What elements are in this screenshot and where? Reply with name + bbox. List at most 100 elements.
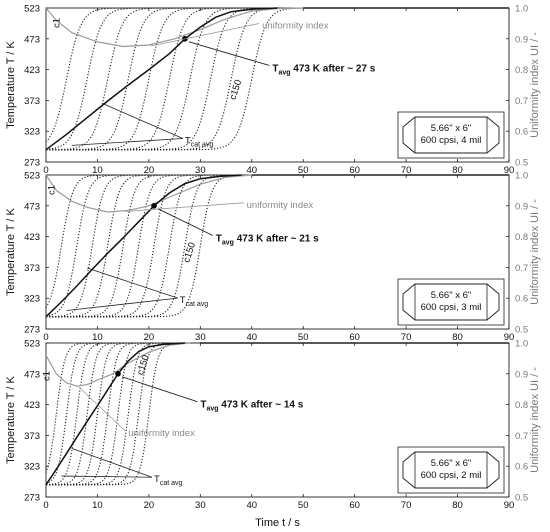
x-tick-label: 20 — [144, 332, 155, 343]
tcat-pointer-2 — [66, 297, 178, 311]
label-c150: c150 — [135, 354, 152, 377]
x-tick-label: 50 — [298, 165, 309, 176]
y2-tick-label: 0.5 — [515, 158, 528, 169]
y-tick-label: 523 — [24, 339, 40, 350]
x-tick-label: 30 — [195, 165, 206, 176]
cell-curve-10 — [46, 174, 355, 318]
x-tick-label: 0 — [43, 165, 48, 176]
label-tcat-avg: Tcat avg — [185, 136, 213, 149]
inset-box — [397, 111, 505, 159]
y2-tick-label: 0.8 — [515, 65, 528, 76]
tcat-pointer-1 — [71, 447, 153, 478]
y2-tick-label: 0.7 — [515, 263, 528, 274]
x-tick-label: 70 — [401, 165, 412, 176]
x-tick-label: 40 — [246, 500, 257, 511]
cell-curve-7 — [46, 174, 355, 318]
cell-curve-4 — [46, 174, 355, 318]
y-tick-label: 423 — [24, 400, 40, 411]
cell-curve-4 — [46, 7, 355, 151]
tavg-pointer — [121, 376, 198, 403]
inset-spec: 600 cpsi, 2 mil — [421, 470, 482, 481]
x-tick-label: 80 — [452, 500, 463, 511]
y-tick-label: 423 — [24, 65, 40, 76]
y2-tick-label: 0.5 — [515, 325, 528, 336]
uniformity-index-line — [45, 7, 304, 48]
x-tick-label: 40 — [246, 165, 257, 176]
x-tick-label: 90 — [504, 332, 515, 343]
y-axis-title: Temperature T / K — [5, 376, 17, 464]
y2-tick-label: 0.6 — [515, 294, 528, 305]
tavg-marker — [115, 371, 121, 377]
label-uniformity-index: uniformity index — [247, 200, 314, 211]
tavg-line — [45, 7, 278, 151]
y-tick-label: 523 — [24, 4, 40, 15]
y-tick-label: 323 — [24, 127, 40, 138]
y-tick-label: 473 — [24, 201, 40, 212]
label-tavg: Tavg 473 K after ~ 14 s — [200, 400, 303, 413]
y2-axis-title: Uniformity index UI / - — [529, 32, 541, 138]
x-tick-label: 20 — [144, 500, 155, 511]
inset-catalyst: 5.66" x 6"600 cpsi, 2 mil — [397, 446, 505, 494]
y-tick-label: 323 — [24, 462, 40, 473]
y2-axis-title: Uniformity index UI / - — [529, 199, 541, 305]
label-uniformity-index: uniformity index — [128, 428, 195, 439]
y-tick-label: 373 — [24, 263, 40, 274]
x-tick-label: 80 — [452, 165, 463, 176]
y2-tick-label: 1.0 — [515, 4, 528, 15]
uniformity-index-line — [45, 342, 191, 387]
y-axis-title: Temperature T / K — [5, 41, 17, 129]
y-tick-label: 473 — [24, 34, 40, 45]
x-tick-label: 70 — [401, 500, 412, 511]
inset-box — [397, 278, 505, 326]
cell-curve-6 — [46, 174, 355, 318]
cell-curve-8 — [46, 174, 355, 318]
y-tick-label: 373 — [24, 431, 40, 442]
y2-tick-label: 0.7 — [515, 431, 528, 442]
x-tick-label: 60 — [349, 500, 360, 511]
x-tick-label: 20 — [144, 165, 155, 176]
x-tick-label: 0 — [43, 332, 48, 343]
tavg-pointer — [188, 41, 270, 66]
y-axis-title: Temperature T / K — [5, 208, 17, 296]
y-tick-label: 523 — [24, 171, 40, 182]
ui-pointer — [78, 386, 126, 432]
tavg-line — [45, 342, 185, 486]
y-tick-label: 273 — [24, 493, 40, 504]
y-tick-label: 373 — [24, 96, 40, 107]
panel-b: 0 10 20 30 40 50 60 70 80 90 273 323 373 423 473 523 0.5… — [5, 171, 541, 344]
y2-tick-label: 0.8 — [515, 232, 528, 243]
inset-catalyst: 5.66" x 6"600 cpsi, 4 mil — [397, 111, 505, 159]
uniformity-index-line — [45, 174, 252, 213]
cell-curve-2 — [45, 174, 355, 317]
label-tavg: Tavg 473 K after ~ 21 s — [216, 234, 319, 247]
chart-root: 0 10 20 30 40 50 60 70 80 90 273 323 373 423 473 523 0.5… — [5, 4, 541, 530]
y-tick-label: 273 — [24, 325, 40, 336]
tavg-pointer — [157, 208, 213, 236]
tavg-marker — [151, 203, 157, 209]
y2-tick-label: 0.6 — [515, 462, 528, 473]
inset-spec: 600 cpsi, 4 mil — [421, 135, 482, 146]
y2-tick-label: 0.6 — [515, 127, 528, 138]
panel-a: 0 10 20 30 40 50 60 70 80 90 273 323 373 423 473 523 0.5… — [5, 4, 541, 177]
cell-curve-10 — [46, 7, 355, 151]
ui-pointer — [125, 202, 244, 212]
y2-tick-label: 0.9 — [515, 34, 528, 45]
x-axis-title: Time t / s — [255, 517, 300, 529]
x-tick-label: 60 — [349, 165, 360, 176]
x-tick-label: 50 — [298, 500, 309, 511]
y2-tick-label: 0.8 — [515, 400, 528, 411]
x-tick-label: 90 — [504, 165, 515, 176]
label-c1: c1 — [52, 18, 63, 28]
cell-curve-9 — [46, 174, 355, 318]
tcat-pointer-2 — [61, 475, 153, 478]
inset-size: 5.66" x 6" — [431, 458, 472, 469]
inset-catalyst: 5.66" x 6"600 cpsi, 3 mil — [397, 278, 505, 326]
x-tick-label: 70 — [401, 332, 412, 343]
tcat-pointer-1 — [87, 267, 178, 299]
panel-c: 0 10 20 30 40 50 60 70 80 90 273 323 373 423 473 523 0.5… — [5, 339, 541, 512]
label-uniformity-index: uniformity index — [262, 20, 329, 31]
inset-size: 5.66" x 6" — [431, 290, 472, 301]
y2-tick-label: 1.0 — [515, 171, 528, 182]
ui-pointer — [150, 23, 260, 47]
